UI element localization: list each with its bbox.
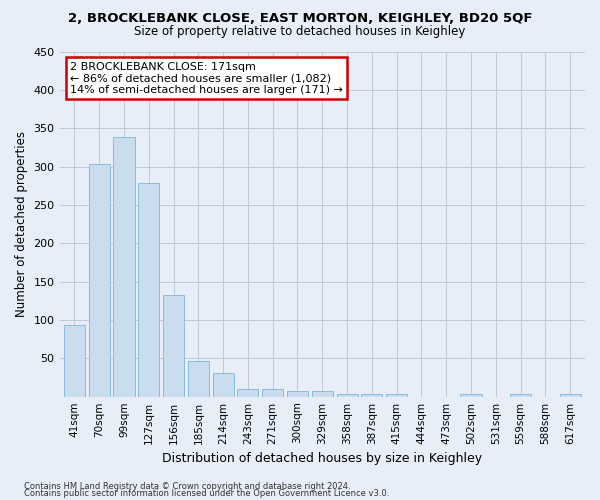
Bar xyxy=(337,394,358,396)
Bar xyxy=(64,326,85,396)
Bar xyxy=(312,390,333,396)
Text: 2, BROCKLEBANK CLOSE, EAST MORTON, KEIGHLEY, BD20 5QF: 2, BROCKLEBANK CLOSE, EAST MORTON, KEIGH… xyxy=(68,12,532,26)
Bar xyxy=(188,360,209,396)
Bar xyxy=(113,138,134,396)
Text: Size of property relative to detached houses in Keighley: Size of property relative to detached ho… xyxy=(134,25,466,38)
Text: Contains HM Land Registry data © Crown copyright and database right 2024.: Contains HM Land Registry data © Crown c… xyxy=(24,482,350,491)
Bar xyxy=(89,164,110,396)
Bar xyxy=(163,294,184,396)
Bar xyxy=(238,389,259,396)
Bar xyxy=(138,184,160,396)
Bar xyxy=(262,389,283,396)
Bar xyxy=(460,394,482,396)
Bar xyxy=(361,394,382,396)
X-axis label: Distribution of detached houses by size in Keighley: Distribution of detached houses by size … xyxy=(162,452,482,465)
Bar xyxy=(510,394,531,396)
Y-axis label: Number of detached properties: Number of detached properties xyxy=(15,131,28,317)
Bar xyxy=(386,394,407,396)
Bar xyxy=(212,373,233,396)
Bar xyxy=(287,392,308,396)
Text: 2 BROCKLEBANK CLOSE: 171sqm
← 86% of detached houses are smaller (1,082)
14% of : 2 BROCKLEBANK CLOSE: 171sqm ← 86% of det… xyxy=(70,62,343,95)
Bar xyxy=(560,394,581,396)
Text: Contains public sector information licensed under the Open Government Licence v3: Contains public sector information licen… xyxy=(24,489,389,498)
